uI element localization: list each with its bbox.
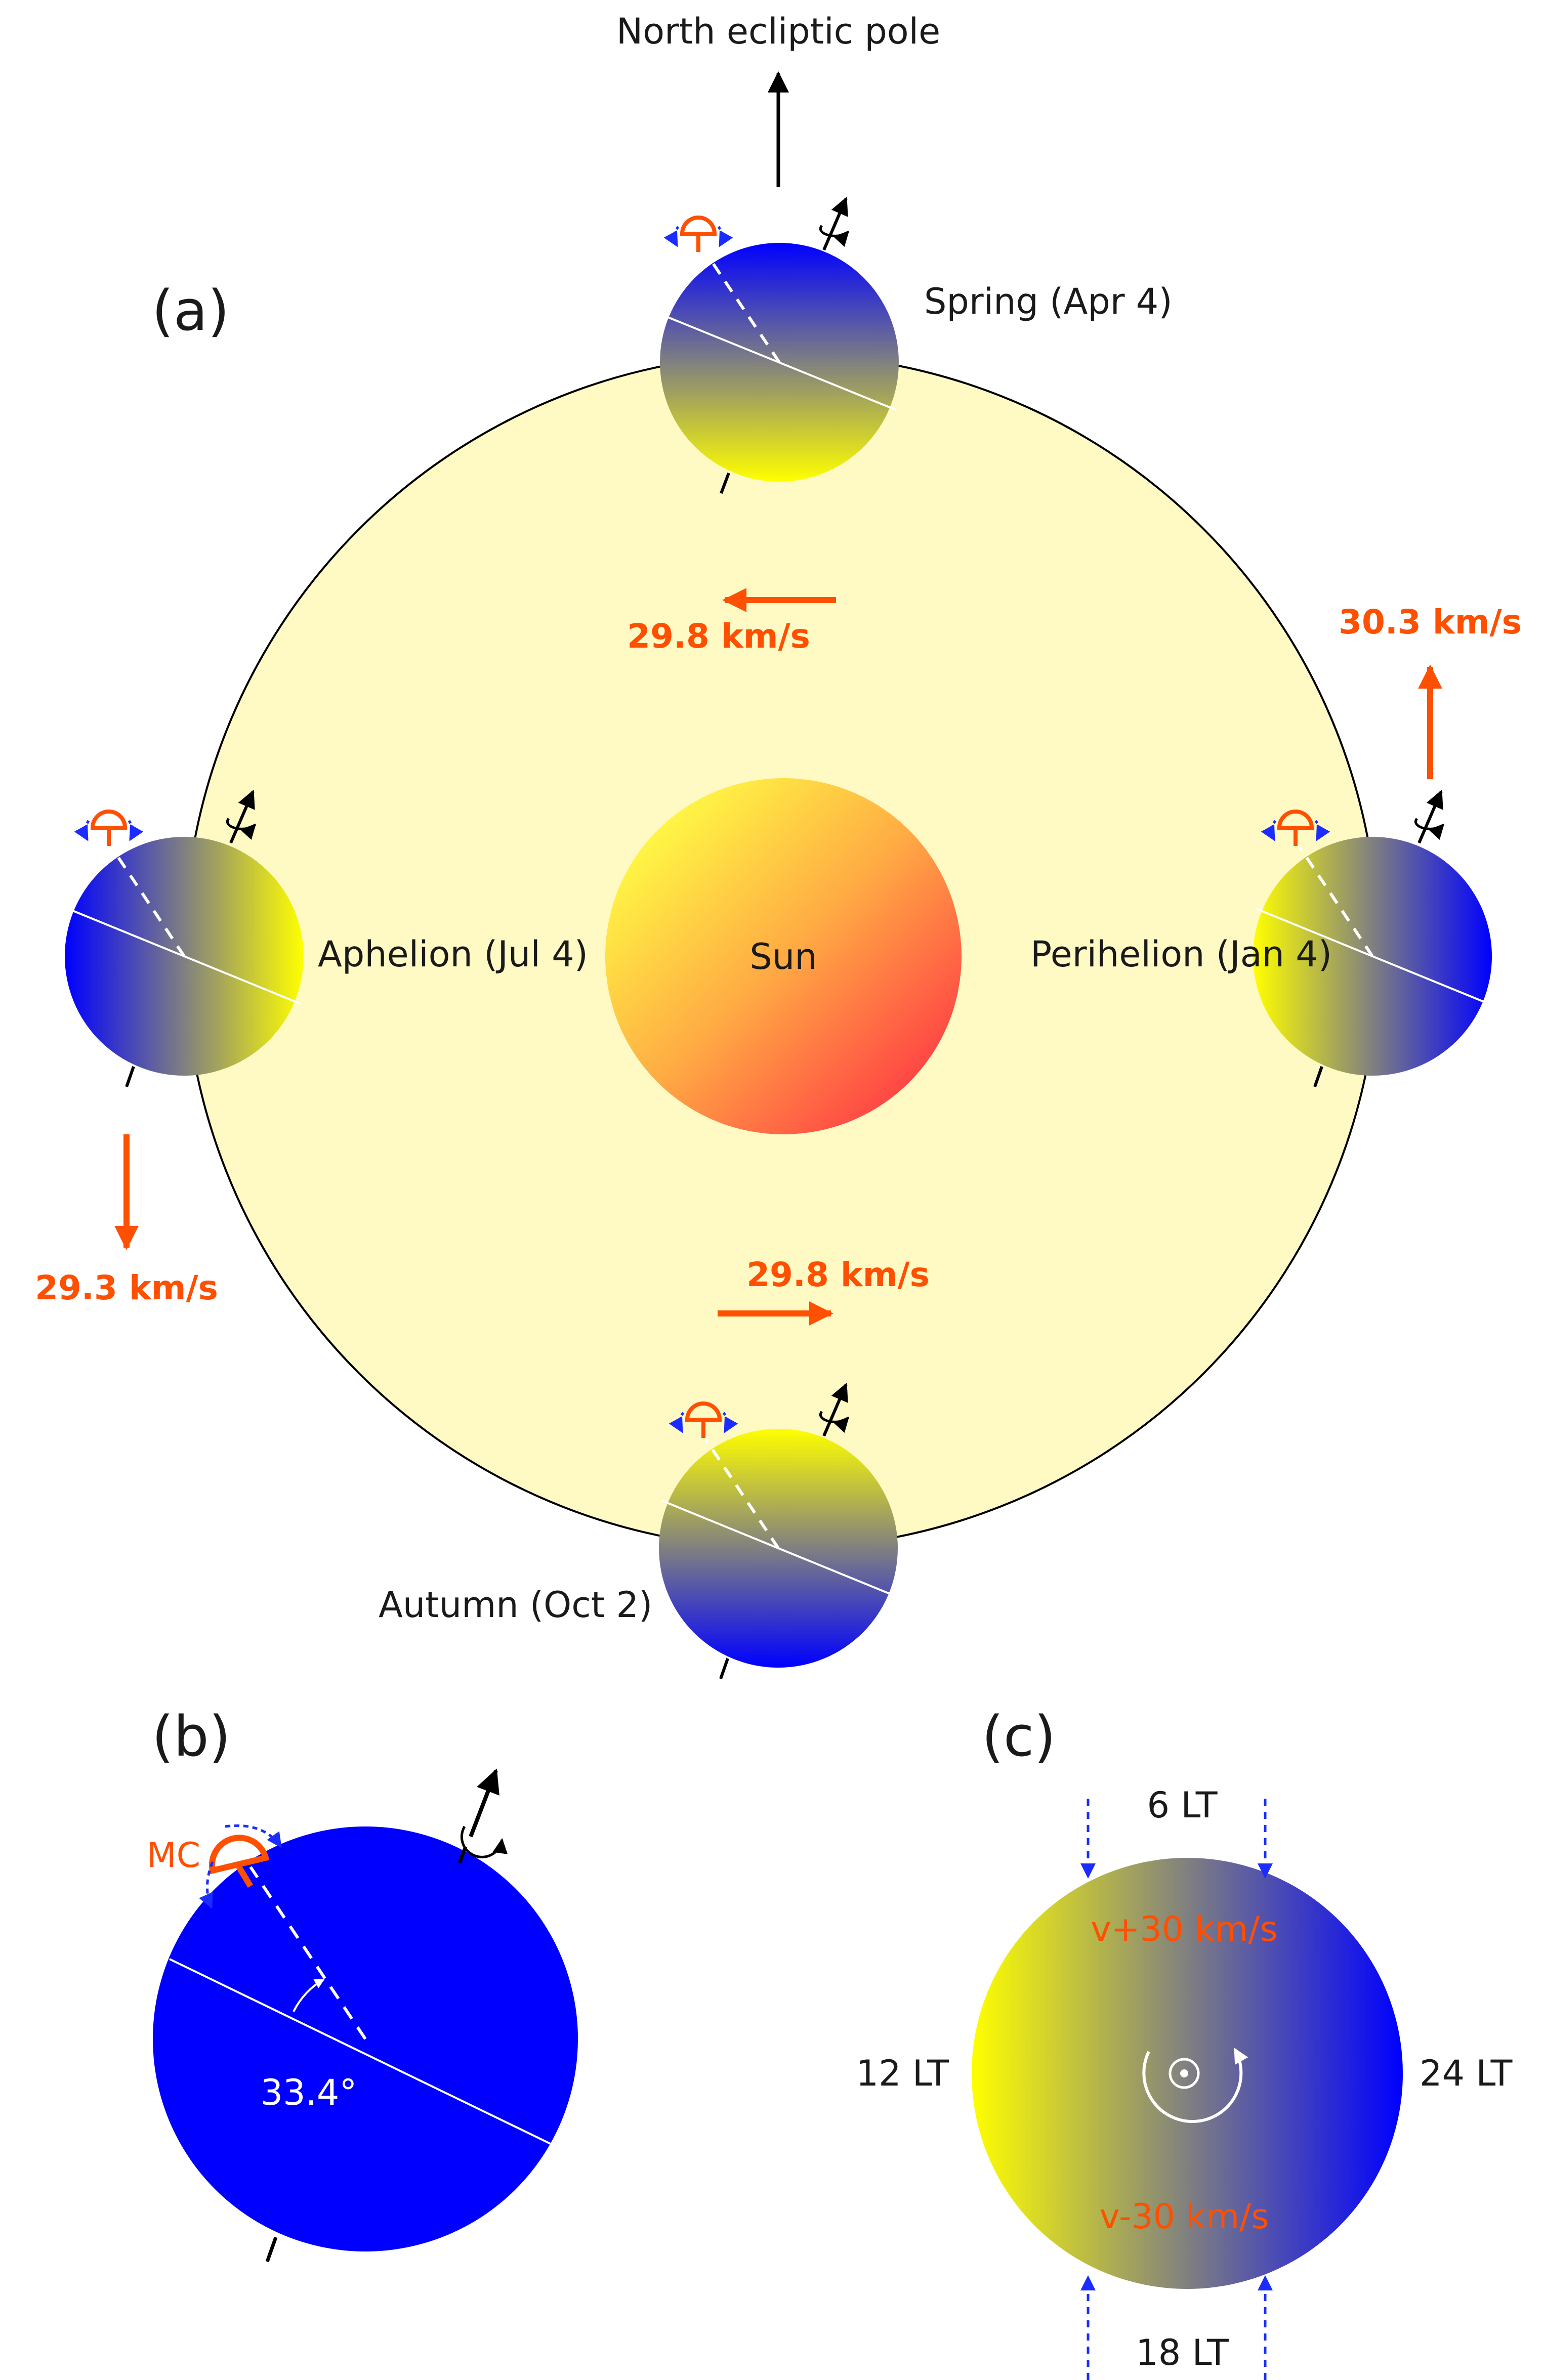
sun-label: Sun: [749, 936, 817, 978]
v-minus-label: v-30 km/s: [1099, 2197, 1269, 2237]
earth-spring: [660, 198, 899, 494]
mc-detector-icon: [199, 1824, 282, 1909]
aphelion-speed-label: 29.3 km/s: [35, 1268, 218, 1307]
rotation-direction-icon: [1142, 2048, 1248, 2123]
autumn-speed-label: 29.8 km/s: [746, 1255, 930, 1294]
earth-perihelion: [1253, 791, 1492, 1087]
tilt-angle-label: 33.4°: [261, 2072, 357, 2113]
earth-detail: [153, 1826, 578, 2263]
mc-label: MC: [147, 1836, 200, 1876]
v-plus-label: v+30 km/s: [1091, 1909, 1277, 1949]
lt24-label: 24 LT: [1420, 2053, 1513, 2094]
rotation-axis-icon: [820, 198, 848, 250]
north-ecliptic-pole-label: North ecliptic pole: [616, 11, 940, 52]
detector-icon: [85, 812, 132, 846]
panel-b-label: (b): [152, 1704, 231, 1769]
spring-speed-label: 29.8 km/s: [627, 617, 810, 656]
perihelion-label: Perihelion (Jan 4): [1030, 933, 1332, 975]
sun: [605, 778, 962, 1134]
detector-icon: [675, 218, 722, 252]
perihelion-speed-label: 30.3 km/s: [1339, 603, 1522, 642]
lt18-label: 18 LT: [1136, 2332, 1229, 2373]
lt6-label: 6 LT: [1147, 1784, 1218, 1826]
earth-autumn: [659, 1384, 898, 1679]
panel-c-label: (c): [982, 1704, 1056, 1769]
lt12-label: 12 LT: [856, 2053, 949, 2094]
rotation-axis-icon: [457, 1768, 508, 1864]
rotation-axis-icon: [1415, 791, 1443, 843]
earth-aphelion: [65, 791, 304, 1087]
aphelion-label: Aphelion (Jul 4): [318, 933, 588, 975]
spring-label: Spring (Apr 4): [924, 281, 1173, 322]
north-pole-out-of-page-icon: [1169, 2058, 1200, 2089]
autumn-label: Autumn (Oct 2): [379, 1584, 652, 1626]
panel-a-label: (a): [152, 278, 229, 343]
